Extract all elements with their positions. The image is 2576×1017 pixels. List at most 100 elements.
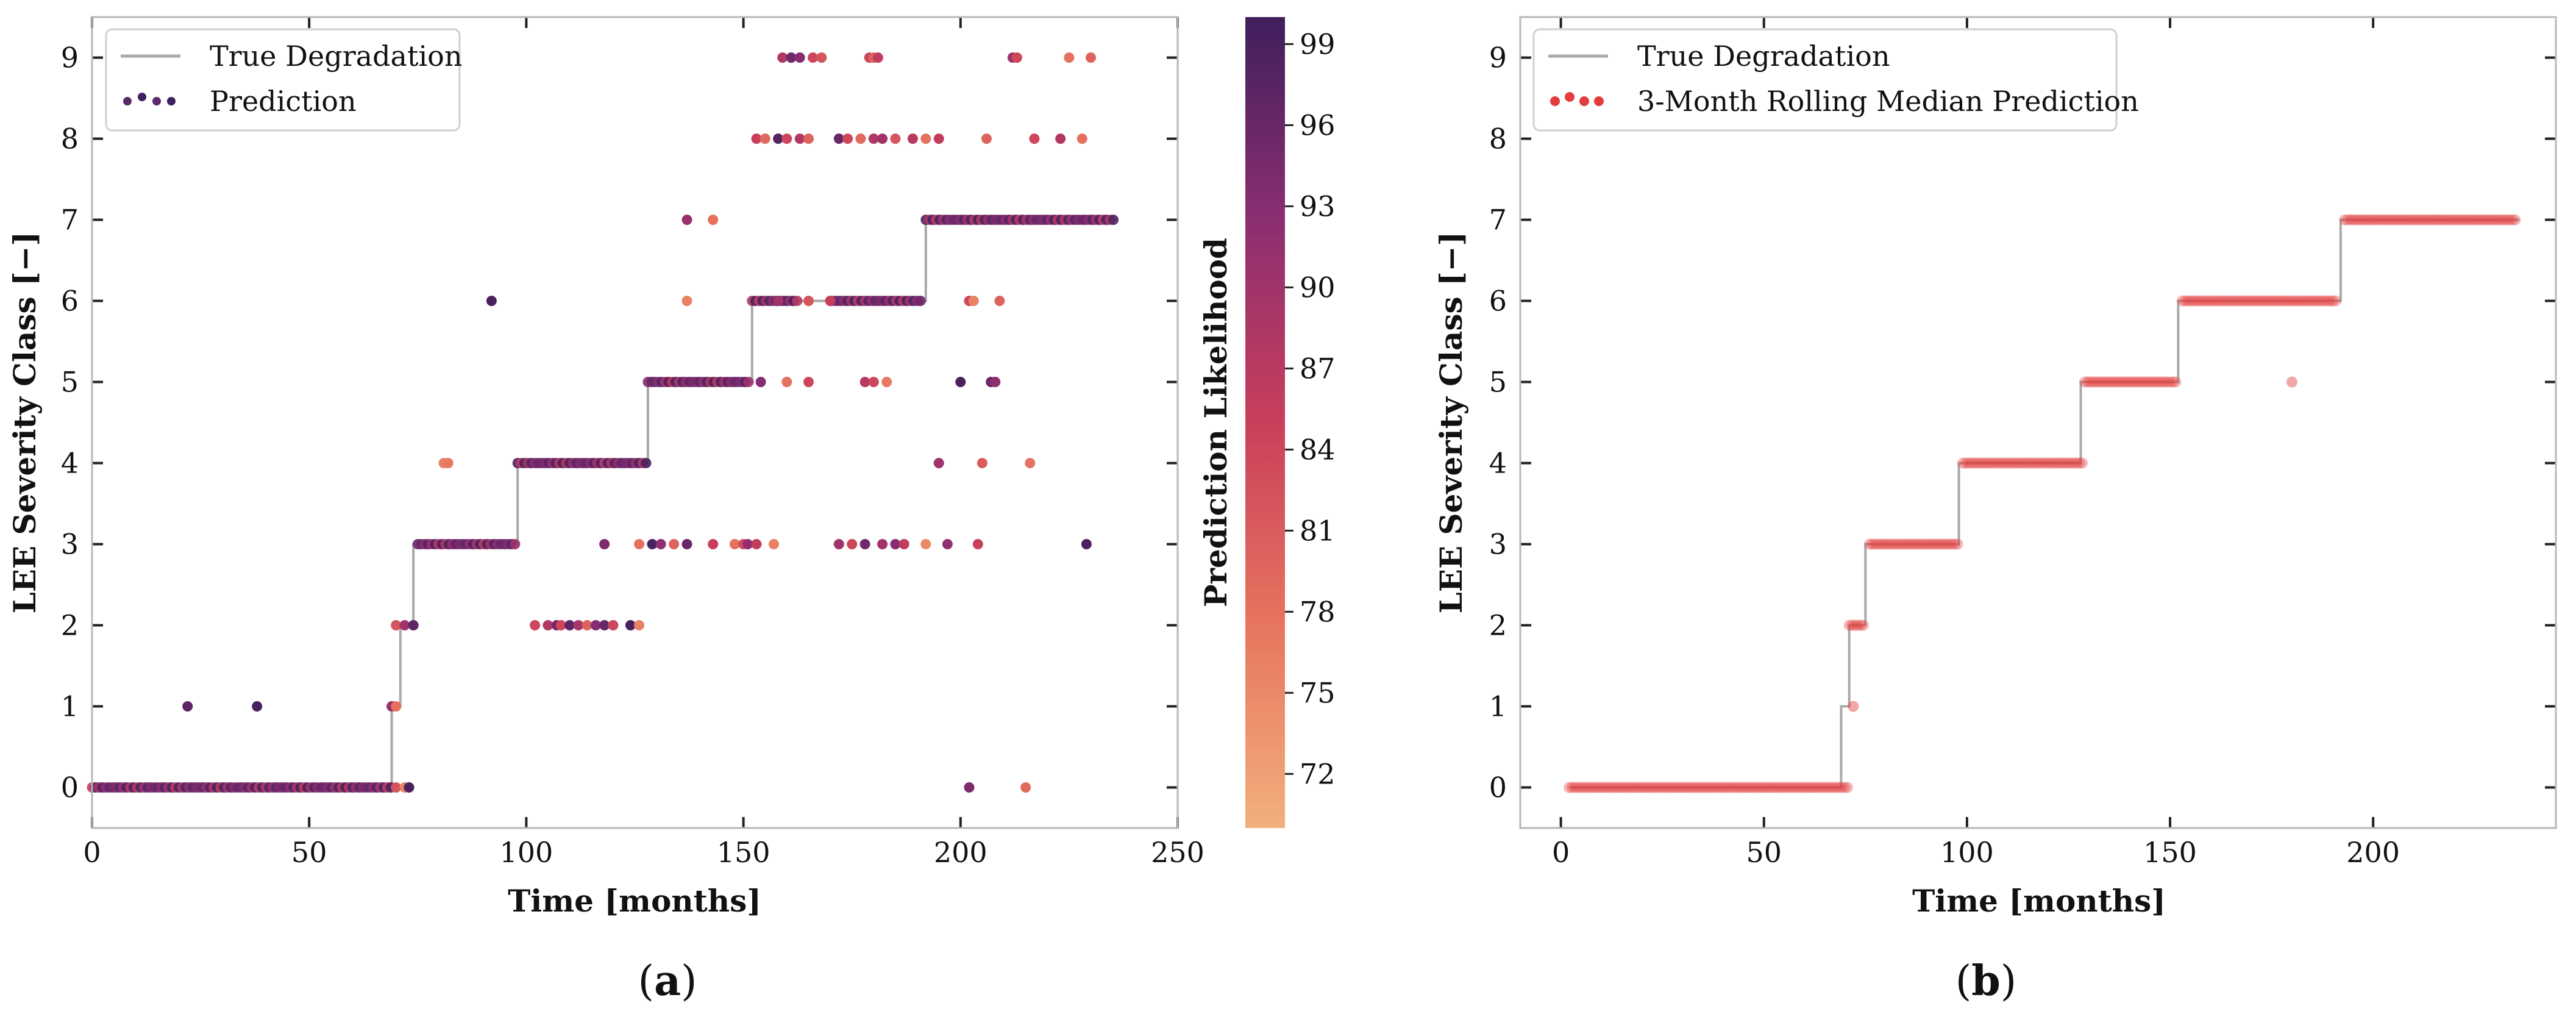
- median-prediction-point: [1932, 538, 1943, 550]
- panel-b-median-points: [1564, 214, 2521, 793]
- median-prediction-point: [2139, 376, 2151, 388]
- panel-b-true-degradation: [1569, 218, 2519, 789]
- x-tick-label: 200: [934, 836, 987, 869]
- prediction-point: [751, 134, 762, 144]
- median-prediction-point: [1836, 782, 1848, 793]
- median-prediction-point: [1589, 782, 1600, 793]
- median-prediction-point: [1776, 782, 1788, 793]
- prediction-point: [907, 134, 918, 144]
- median-prediction-point: [2492, 214, 2504, 226]
- prediction-point: [773, 296, 784, 306]
- median-prediction-point: [1991, 457, 2003, 469]
- median-prediction-point: [1960, 457, 1971, 469]
- median-prediction-point: [2088, 376, 2099, 388]
- prediction-point: [803, 134, 814, 144]
- median-prediction-point: [1827, 782, 1839, 793]
- median-prediction-point: [1831, 782, 1842, 793]
- y-tick-label: 4: [1489, 447, 1507, 480]
- subfigure-b-label: (b): [1955, 957, 2017, 1005]
- median-prediction-point: [2045, 457, 2057, 469]
- median-prediction-point: [1660, 782, 1671, 793]
- prediction-point: [781, 377, 792, 387]
- prediction-point: [794, 52, 805, 63]
- median-prediction-point: [2339, 214, 2350, 226]
- median-prediction-point: [1884, 538, 1895, 550]
- prediction-point: [881, 377, 892, 387]
- median-prediction-point: [2074, 457, 2085, 469]
- y-tick-label: 6: [61, 285, 79, 318]
- median-prediction-point: [1677, 782, 1688, 793]
- median-prediction-point: [1904, 538, 1915, 550]
- prediction-point: [530, 620, 541, 630]
- median-prediction-point: [2436, 214, 2447, 226]
- true-degradation-line: [92, 218, 1117, 789]
- median-prediction-point: [2481, 214, 2492, 226]
- prediction-point: [634, 620, 645, 630]
- median-prediction-point: [2242, 295, 2254, 307]
- median-prediction-point: [2153, 376, 2165, 388]
- median-prediction-point: [1915, 538, 1926, 550]
- panel-b-tick-labels: 0 1 2 3 4 5 6 7 8 9 0 50 100 150 200: [1489, 41, 2400, 869]
- median-prediction-point: [1890, 538, 1901, 550]
- median-prediction-point: [1717, 782, 1728, 793]
- median-prediction-point: [2077, 457, 2088, 469]
- y-tick-label: 6: [1489, 285, 1507, 318]
- prediction-point: [608, 620, 619, 630]
- median-prediction-point: [1923, 538, 1935, 550]
- median-prediction-point: [1597, 782, 1609, 793]
- prediction-point: [743, 377, 754, 387]
- median-prediction-point: [2424, 214, 2436, 226]
- median-prediction-point: [1966, 457, 1977, 469]
- median-prediction-point: [2071, 457, 2082, 469]
- true-degradation-line: [1569, 218, 2519, 789]
- prediction-point: [1108, 215, 1119, 225]
- prediction-point: [443, 458, 454, 468]
- median-prediction-point: [2353, 214, 2364, 226]
- median-prediction-point: [2017, 457, 2029, 469]
- median-prediction-point: [1810, 782, 1822, 793]
- prediction-point: [816, 52, 827, 63]
- median-prediction-point: [1623, 782, 1634, 793]
- legend-prediction-marker: [152, 97, 161, 105]
- median-prediction-point: [2161, 376, 2173, 388]
- median-prediction-point: [1748, 782, 1760, 793]
- median-prediction-point: [1802, 782, 1813, 793]
- prediction-point: [868, 134, 879, 144]
- y-tick-label: 3: [61, 528, 79, 561]
- median-prediction-point: [1708, 782, 1720, 793]
- median-prediction-point: [1912, 538, 1924, 550]
- median-prediction-point: [2313, 295, 2324, 307]
- prediction-point: [599, 620, 610, 630]
- panel-a-tick-labels: 0 1 2 3 4 5 6 7 8 9 0 50 100 150 200 250: [61, 41, 1204, 869]
- prediction-point: [920, 134, 931, 144]
- panel-a-x-axis-label: Time [months]: [508, 883, 761, 919]
- median-prediction-point: [1631, 782, 1643, 793]
- median-prediction-point: [1938, 538, 1949, 550]
- median-prediction-point: [1586, 782, 1598, 793]
- median-prediction-point: [2356, 214, 2368, 226]
- median-prediction-point: [2127, 376, 2139, 388]
- median-prediction-point: [1620, 782, 1632, 793]
- median-prediction-point: [2230, 295, 2242, 307]
- median-prediction-point: [2250, 295, 2262, 307]
- x-tick-label: 150: [717, 836, 770, 869]
- median-prediction-point: [2407, 214, 2419, 226]
- median-prediction-point: [1699, 782, 1711, 793]
- median-prediction-point: [1852, 619, 1863, 631]
- median-prediction-point: [2008, 457, 2020, 469]
- x-tick-label: 100: [499, 836, 553, 869]
- median-prediction-point: [1873, 538, 1884, 550]
- median-prediction-point: [2507, 214, 2518, 226]
- colorbar-tick-label: 78: [1300, 595, 1336, 628]
- median-prediction-point: [1583, 782, 1595, 793]
- median-prediction-point: [1609, 782, 1620, 793]
- median-prediction-point: [2130, 376, 2142, 388]
- prediction-point: [792, 296, 803, 306]
- median-prediction-point: [2299, 295, 2310, 307]
- median-prediction-point: [2421, 214, 2433, 226]
- median-prediction-point: [2177, 295, 2188, 307]
- prediction-point: [872, 52, 883, 63]
- median-prediction-point: [2361, 214, 2373, 226]
- median-prediction-point: [2113, 376, 2125, 388]
